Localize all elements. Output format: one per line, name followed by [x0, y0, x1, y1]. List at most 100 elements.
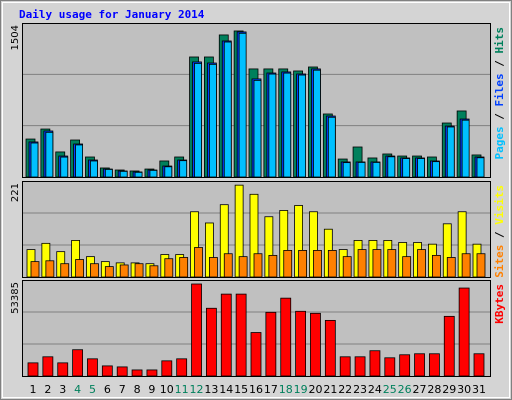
x-tick-label: 31 [472, 383, 486, 396]
bar [220, 293, 232, 377]
x-tick-label: 6 [104, 383, 111, 396]
bar [194, 62, 202, 178]
legend-entry: Visits [493, 185, 506, 225]
bar [250, 332, 262, 377]
bar [60, 263, 70, 278]
legend: KBytes [493, 284, 506, 324]
bar [238, 256, 248, 278]
bar [60, 156, 69, 178]
bar [176, 358, 188, 377]
bar [131, 369, 143, 377]
bar [238, 32, 247, 178]
bar [431, 254, 441, 278]
bar [310, 312, 321, 377]
x-tick-label: 16 [249, 383, 263, 396]
bar [458, 287, 470, 377]
bar [369, 350, 381, 377]
bar [384, 357, 396, 377]
x-tick-label: 11 [175, 383, 189, 396]
x-tick-label: 9 [148, 383, 155, 396]
bar [327, 250, 337, 278]
bar [476, 157, 485, 178]
bar [116, 366, 128, 377]
x-tick-label: 19 [294, 383, 308, 396]
bar [253, 79, 262, 178]
bar [295, 310, 307, 377]
bar [298, 74, 307, 178]
x-tick-label: 12 [190, 383, 204, 396]
bar [327, 116, 336, 178]
bar [402, 158, 411, 178]
x-tick-label: 15 [234, 383, 248, 396]
x-tick-label: 14 [219, 383, 233, 396]
chart-title: Daily usage for January 2014 [19, 8, 205, 21]
bar [149, 265, 159, 278]
x-tick-label: 10 [160, 383, 174, 396]
bar [372, 162, 381, 178]
bar [357, 249, 367, 278]
bar [357, 162, 366, 178]
bar [235, 293, 247, 377]
bar [101, 365, 113, 377]
bar [191, 283, 202, 377]
x-tick-label: 24 [368, 383, 382, 396]
bar [164, 166, 173, 178]
bar [372, 249, 382, 278]
bar [119, 170, 128, 178]
bar [387, 249, 397, 278]
y-max-label: 53385 [10, 282, 21, 314]
bar [45, 131, 54, 178]
x-tick-label: 17 [264, 383, 278, 396]
x-tick-label: 30 [457, 383, 471, 396]
bar [313, 69, 321, 178]
bar [339, 356, 351, 377]
x-tick-label: 5 [89, 383, 96, 396]
x-tick-label: 1 [30, 383, 37, 396]
bar [134, 263, 144, 278]
x-tick-label: 22 [338, 383, 352, 396]
x-tick-label: 27 [413, 383, 427, 396]
bar [119, 264, 129, 278]
bar [399, 354, 411, 377]
bar [443, 315, 455, 377]
bar [387, 156, 396, 178]
bar [104, 169, 113, 178]
bar [205, 307, 217, 377]
bar [149, 169, 158, 178]
bar [342, 256, 352, 278]
bar [30, 142, 39, 178]
x-tick-label: 25 [383, 383, 397, 396]
bar [161, 360, 173, 377]
x-tick-label: 3 [59, 383, 66, 396]
bar [253, 253, 263, 278]
bar [194, 247, 203, 278]
legend-separator: / [493, 107, 506, 127]
legend-entry: Pages [493, 126, 506, 159]
legend-separator: / [493, 54, 506, 74]
bar [223, 253, 233, 278]
bar [265, 311, 277, 377]
bar [446, 126, 455, 178]
bar [461, 253, 471, 278]
bar [283, 72, 292, 178]
x-tick-label: 28 [427, 383, 441, 396]
x-tick-label: 8 [134, 383, 141, 396]
x-tick-label: 20 [308, 383, 322, 396]
bar [473, 353, 485, 377]
bar [75, 144, 83, 178]
bar [461, 119, 470, 178]
bar [223, 41, 232, 178]
bar [72, 349, 83, 377]
legend: Sites / Visits [493, 185, 506, 278]
bar [146, 369, 158, 377]
bar [342, 162, 351, 178]
bar [280, 297, 292, 377]
legend-entry: Sites [493, 245, 506, 278]
x-tick-label: 4 [74, 383, 81, 396]
bar [298, 250, 308, 278]
bar [27, 362, 39, 377]
x-tick-label: 7 [119, 383, 126, 396]
bar [42, 356, 54, 377]
